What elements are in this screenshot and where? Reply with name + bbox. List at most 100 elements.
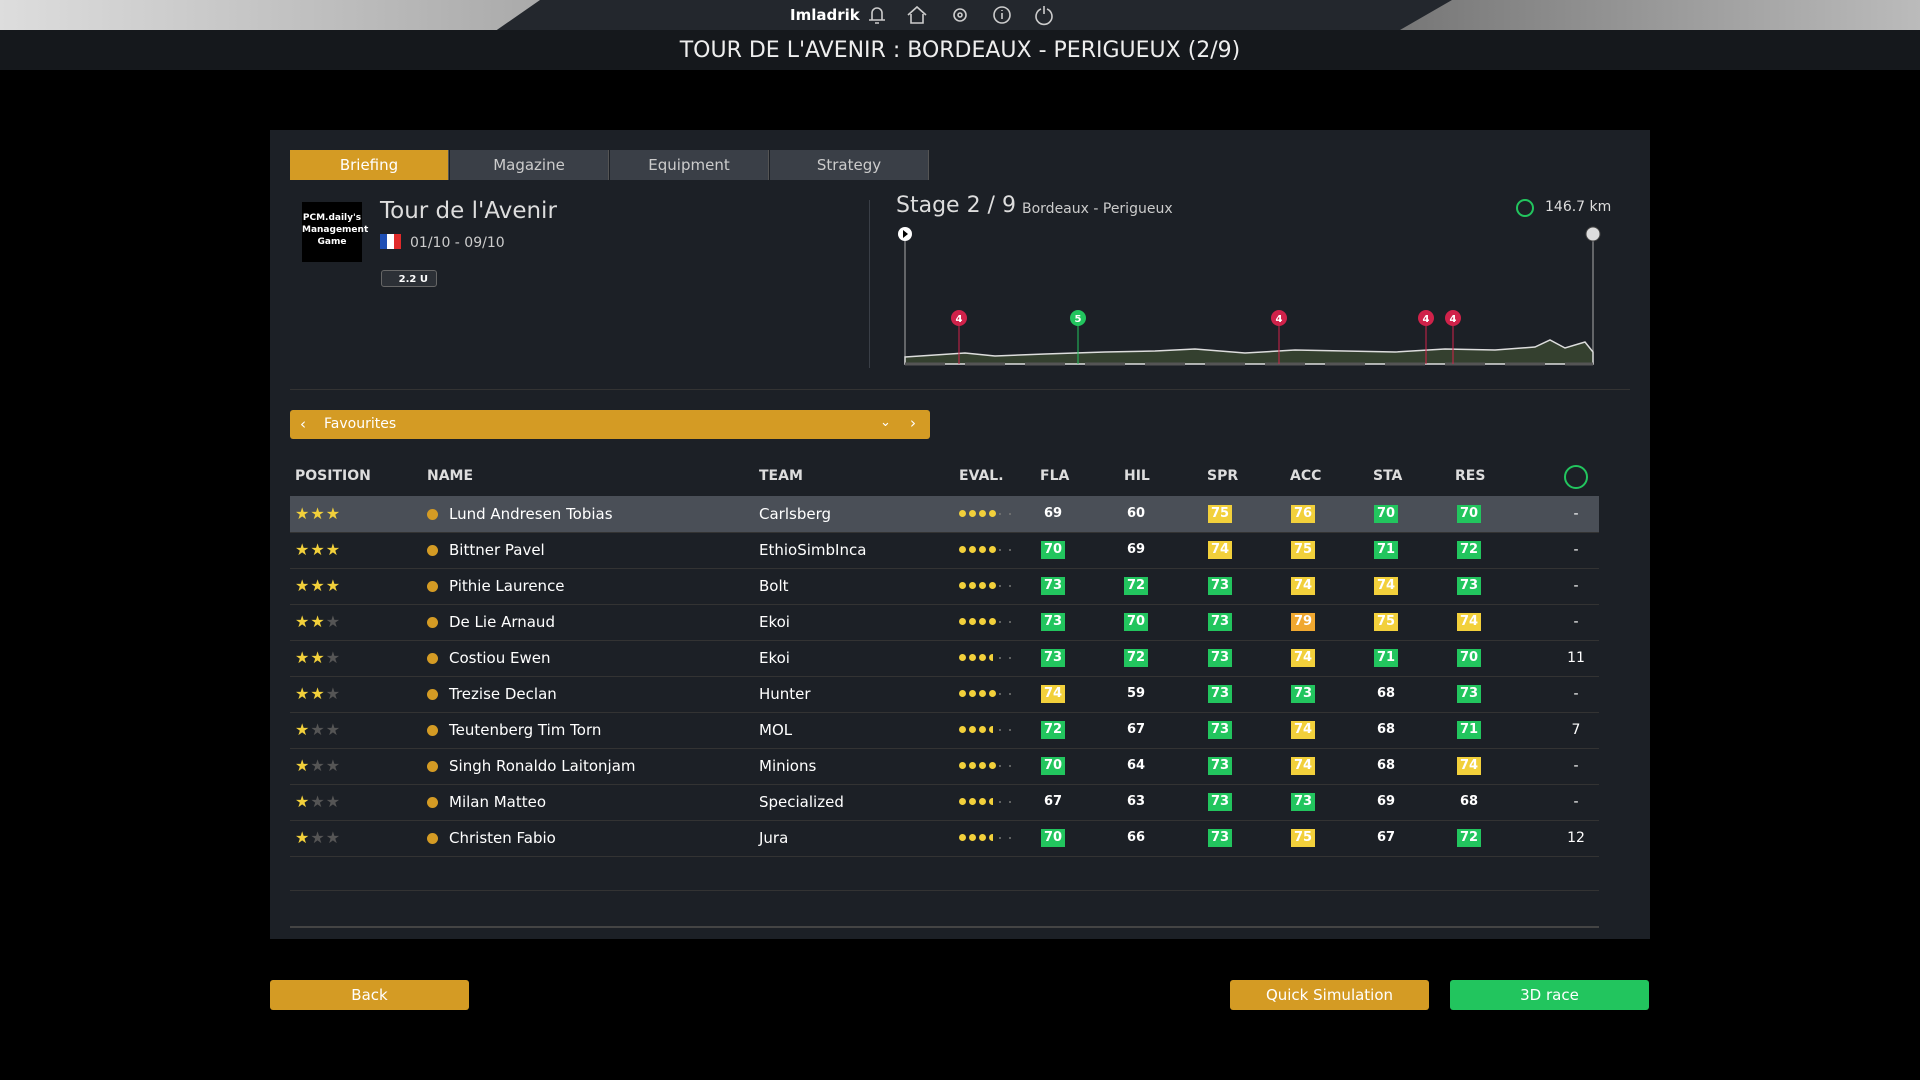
evaluation: [959, 725, 1019, 735]
eval-dot: [959, 726, 966, 733]
rider-name: Milan Matteo: [449, 793, 547, 811]
column-header[interactable]: ACC: [1290, 468, 1322, 484]
tab[interactable]: Equipment: [610, 150, 769, 180]
star: ★: [295, 720, 311, 739]
tab[interactable]: Magazine: [450, 150, 609, 180]
star: ★: [325, 828, 342, 847]
star: ★: [295, 504, 311, 523]
last-result: -: [1573, 686, 1579, 702]
eval-dot: [969, 654, 976, 661]
star: ★: [310, 576, 326, 595]
eval-dot: [989, 654, 993, 661]
stat-value: 67: [1043, 794, 1063, 809]
stat-value: 73: [1041, 577, 1065, 595]
eval-dot: [989, 798, 993, 805]
info-icon: [427, 581, 438, 592]
rider-name: Costiou Ewen: [449, 649, 551, 667]
info-icon: [427, 797, 438, 808]
back-button[interactable]: Back: [270, 980, 469, 1010]
star: ★: [295, 576, 311, 595]
eval-dot: [979, 762, 986, 769]
table-row[interactable]: ★★★ Bittner Pavel EthioSimbInca 70 69 74 75 71 7…: [290, 532, 1599, 569]
column-header[interactable]: RES: [1455, 468, 1486, 484]
team-name: EthioSimbInca: [759, 541, 867, 559]
last-result: 11: [1567, 650, 1585, 666]
title-bar: TOUR DE L'AVENIR : BORDEAUX - PERIGUEUX …: [0, 30, 1920, 70]
eval-dot: [999, 549, 1001, 551]
stat-value: 73: [1208, 757, 1232, 775]
stat-value: 68: [1376, 686, 1396, 701]
table-row[interactable]: ★★★ Costiou Ewen Ekoi 73 72 73 74 71 70 11: [290, 640, 1599, 677]
climb-marker[interactable]: 4: [1418, 310, 1434, 364]
race-dates: 01/10 - 09/10: [410, 235, 505, 251]
rider-name: Teutenberg Tim Torn: [449, 721, 602, 739]
column-header[interactable]: TEAM: [759, 468, 803, 484]
table-row[interactable]: ★★★ Teutenberg Tim Torn MOL 72 67 73 74 68 71 7: [290, 712, 1599, 749]
column-header[interactable]: POSITION: [295, 468, 371, 484]
eval-dot: [989, 546, 996, 553]
position-stars: ★★★: [295, 604, 341, 640]
race-class: 2.2 U: [381, 270, 437, 287]
table-row[interactable]: ★★★ Singh Ronaldo Laitonjam Minions 70 64 73 7…: [290, 748, 1599, 785]
last-result: -: [1573, 542, 1579, 558]
stat-value: 70: [1457, 649, 1481, 667]
column-header[interactable]: HIL: [1124, 468, 1150, 484]
eval-dot: [979, 510, 986, 517]
stat-value: 73: [1291, 685, 1315, 703]
eval-dot: [999, 837, 1001, 839]
position-stars: ★★★: [295, 784, 341, 820]
evaluation: [959, 617, 1019, 627]
team-name: Minions: [759, 757, 817, 775]
column-header[interactable]: STA: [1373, 468, 1403, 484]
stat-value: 70: [1041, 829, 1065, 847]
race-logo: PCM.daily's Management Game: [302, 202, 368, 262]
tab[interactable]: Briefing: [290, 150, 449, 180]
climb-marker[interactable]: 5: [1070, 310, 1086, 364]
stat-value: 70: [1041, 541, 1065, 559]
quick-sim-button[interactable]: Quick Simulation: [1230, 980, 1429, 1010]
rider-name: Singh Ronaldo Laitonjam: [449, 757, 636, 775]
last-result: -: [1573, 578, 1579, 594]
stat-value: 70: [1457, 505, 1481, 523]
eval-dot: [979, 546, 986, 553]
star: ★: [295, 792, 311, 811]
user-name[interactable]: Imladrik: [790, 6, 860, 24]
star: ★: [325, 612, 342, 631]
stat-value: 74: [1291, 577, 1315, 595]
climb-marker[interactable]: 4: [1271, 310, 1287, 364]
table-row[interactable]: ★★★ Trezise Declan Hunter 74 59 73 73 68 73-: [290, 676, 1599, 713]
stat-value: 69: [1043, 506, 1063, 521]
eval-dot: [979, 834, 986, 841]
climb-marker[interactable]: 4: [951, 310, 967, 364]
column-header[interactable]: NAME: [427, 468, 474, 484]
stat-value: 69: [1126, 542, 1146, 557]
column-header[interactable]: EVAL.: [959, 468, 1004, 484]
stat-value: 71: [1457, 721, 1481, 739]
stat-value: 73: [1457, 685, 1481, 703]
filter-dropdown[interactable]: ‹ Favourites ⌄ ›: [290, 410, 930, 439]
table-row[interactable]: ★★★ Milan Matteo Specialized 67 63 73 73 69 68-: [290, 784, 1599, 821]
climb-marker[interactable]: 4: [1445, 310, 1461, 364]
table-row[interactable]: ★★★ De Lie Arnaud Ekoi 73 70 73 79 75 74-: [290, 604, 1599, 641]
race-3d-button[interactable]: 3D race: [1450, 980, 1649, 1010]
stat-value: 74: [1291, 649, 1315, 667]
stat-value: 75: [1291, 829, 1315, 847]
star: ★: [325, 576, 342, 595]
star: ★: [295, 684, 311, 703]
eval-dot: [969, 510, 976, 517]
info-icon: [427, 689, 438, 700]
star: ★: [325, 720, 342, 739]
eval-dot: [989, 834, 993, 841]
rider-name: Trezise Declan: [449, 685, 557, 703]
table-row[interactable]: ★★★ Pithie Laurence Bolt 73 72 73 74 74 73-: [290, 568, 1599, 605]
eval-dot: [1009, 729, 1011, 731]
column-header[interactable]: FLA: [1040, 468, 1070, 484]
column-header[interactable]: SPR: [1207, 468, 1239, 484]
eval-dot: [959, 654, 966, 661]
table-row[interactable]: ★★★ Lund Andresen Tobias Carlsberg 69 60 75 76…: [290, 496, 1599, 533]
tab[interactable]: Strategy: [770, 150, 929, 180]
top-icons[interactable]: [865, 4, 1065, 26]
table-row[interactable]: ★★★ Christen Fabio Jura 70 66 73 75 67 72 12: [290, 820, 1599, 857]
climb-category: 4: [1423, 314, 1430, 325]
star: ★: [310, 720, 326, 739]
